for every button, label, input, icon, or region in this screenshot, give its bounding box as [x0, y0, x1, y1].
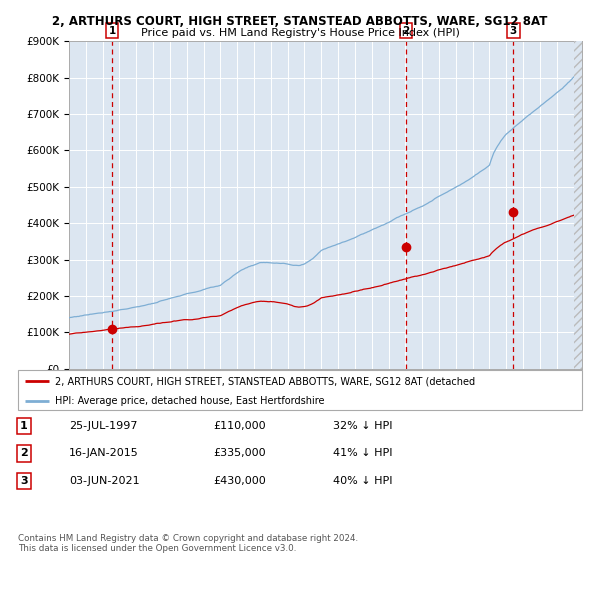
- Text: 16-JAN-2015: 16-JAN-2015: [69, 448, 139, 458]
- Text: 2, ARTHURS COURT, HIGH STREET, STANSTEAD ABBOTTS, WARE, SG12 8AT (detached: 2, ARTHURS COURT, HIGH STREET, STANSTEAD…: [55, 376, 475, 386]
- Bar: [574, 41, 582, 369]
- Text: Price paid vs. HM Land Registry's House Price Index (HPI): Price paid vs. HM Land Registry's House …: [140, 28, 460, 38]
- Text: 1: 1: [109, 26, 116, 36]
- Text: Contains HM Land Registry data © Crown copyright and database right 2024.
This d: Contains HM Land Registry data © Crown c…: [18, 534, 358, 553]
- Text: £430,000: £430,000: [213, 476, 266, 486]
- Text: HPI: Average price, detached house, East Hertfordshire: HPI: Average price, detached house, East…: [55, 396, 324, 407]
- Text: 41% ↓ HPI: 41% ↓ HPI: [333, 448, 392, 458]
- Text: 2, ARTHURS COURT, HIGH STREET, STANSTEAD ABBOTTS, WARE, SG12 8AT: 2, ARTHURS COURT, HIGH STREET, STANSTEAD…: [52, 15, 548, 28]
- FancyBboxPatch shape: [18, 370, 582, 410]
- Text: 25-JUL-1997: 25-JUL-1997: [69, 421, 137, 431]
- Text: 40% ↓ HPI: 40% ↓ HPI: [333, 476, 392, 486]
- Text: £110,000: £110,000: [213, 421, 266, 431]
- Text: 2: 2: [403, 26, 410, 36]
- Text: 1: 1: [20, 421, 28, 431]
- Text: 03-JUN-2021: 03-JUN-2021: [69, 476, 140, 486]
- Text: 2: 2: [20, 448, 28, 458]
- Text: 32% ↓ HPI: 32% ↓ HPI: [333, 421, 392, 431]
- Text: £335,000: £335,000: [213, 448, 266, 458]
- Text: 3: 3: [20, 476, 28, 486]
- Text: 3: 3: [510, 26, 517, 36]
